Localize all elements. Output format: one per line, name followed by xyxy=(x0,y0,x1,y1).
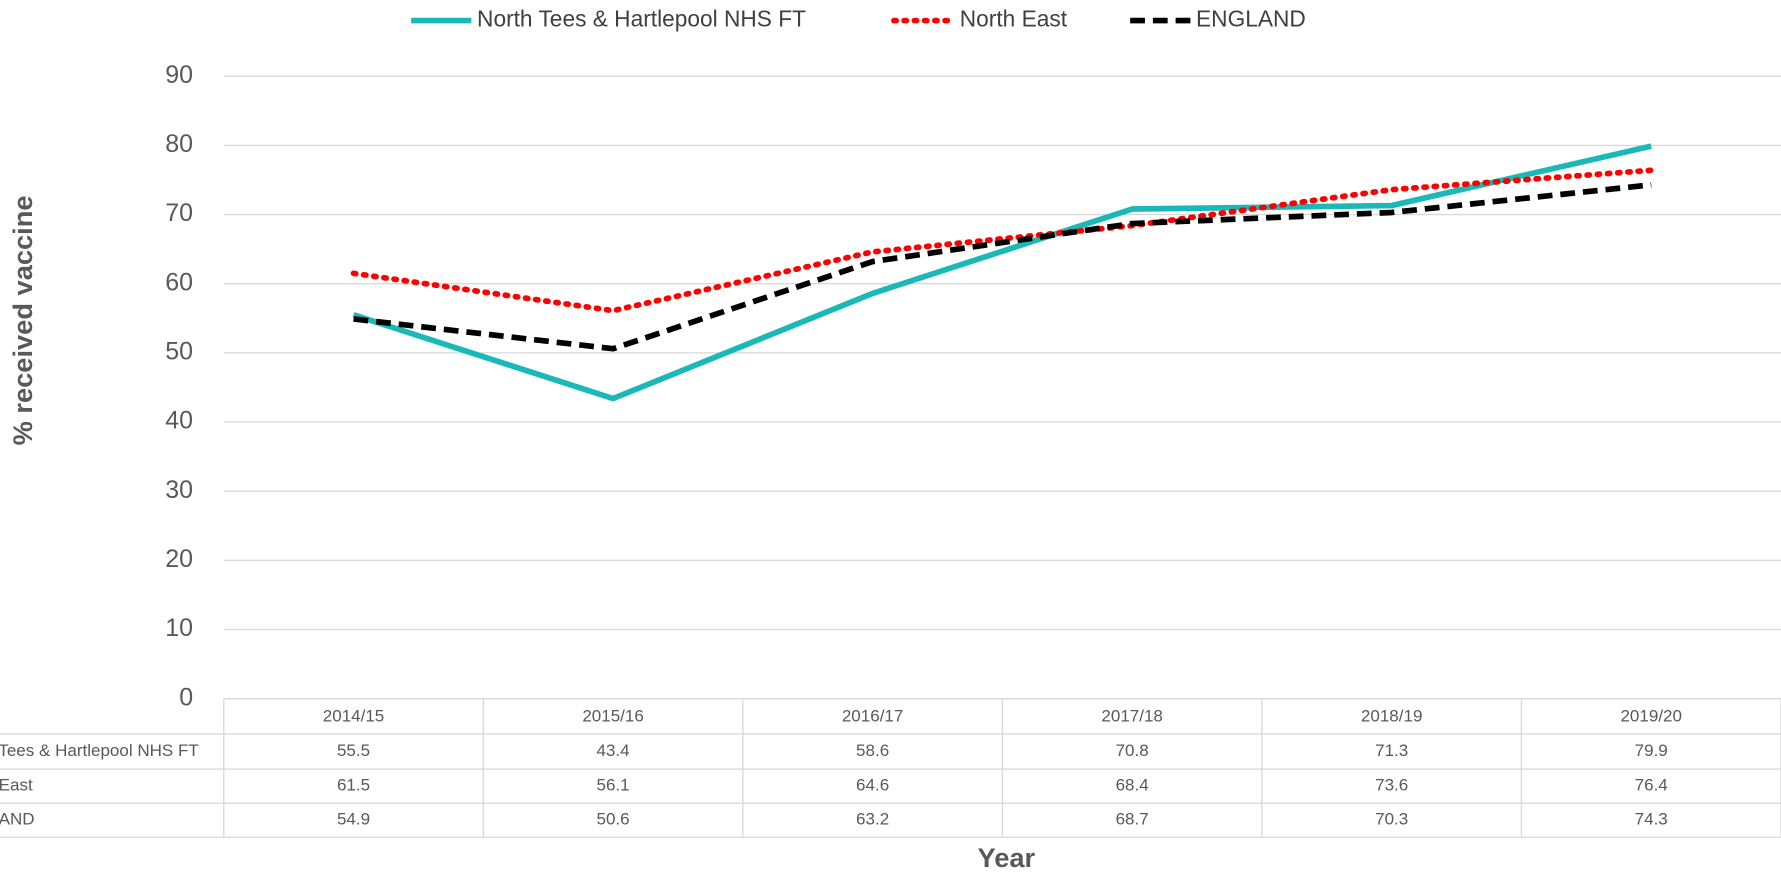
table-cell: 55.5 xyxy=(337,741,370,760)
y-tick-label: 30 xyxy=(165,476,193,504)
legend-label: North Tees & Hartlepool NHS FT xyxy=(477,6,806,32)
y-tick-label: 60 xyxy=(165,268,193,296)
x-tick-label: 2014/15 xyxy=(323,706,385,725)
table-row-label: North East xyxy=(0,776,33,795)
series-line xyxy=(350,167,1655,314)
table-cell: 73.6 xyxy=(1375,776,1408,795)
table-cell: 58.6 xyxy=(856,741,889,760)
table-cell: 43.4 xyxy=(597,741,630,760)
y-tick-label: 0 xyxy=(179,683,193,711)
x-axis-title: Year xyxy=(978,842,1036,873)
table-row-label: North Tees & Hartlepool NHS FT xyxy=(0,741,199,760)
y-tick-label: 20 xyxy=(165,545,193,573)
table-cell: 61.5 xyxy=(337,776,370,795)
x-tick-label: 2019/20 xyxy=(1620,706,1682,725)
table-cell: 70.8 xyxy=(1116,741,1149,760)
table-row-label: ENGLAND xyxy=(0,810,35,829)
table-cell: 56.1 xyxy=(597,776,630,795)
series-line xyxy=(353,181,1652,352)
legend-label: North East xyxy=(960,6,1068,32)
table-cell: 68.4 xyxy=(1116,776,1149,795)
table-cell: 79.9 xyxy=(1635,741,1668,760)
y-tick-label: 90 xyxy=(165,61,193,89)
row-labels: North Tees & Hartlepool NHS FT North East… xyxy=(0,741,199,829)
y-axis-title: % received vaccine xyxy=(7,195,38,445)
y-tick-label: 70 xyxy=(165,199,193,227)
x-tick-label: 2017/18 xyxy=(1101,706,1163,725)
x-tick-label: 2018/19 xyxy=(1361,706,1423,725)
x-tick-label: 2016/17 xyxy=(842,706,904,725)
table-cell: 68.7 xyxy=(1116,810,1149,829)
y-tick-label: 10 xyxy=(165,614,193,642)
series-line xyxy=(352,143,1652,402)
table-cell: 76.4 xyxy=(1635,776,1668,795)
y-tick-label: 50 xyxy=(165,337,193,365)
table-cell: 63.2 xyxy=(856,810,889,829)
table-cell: 74.3 xyxy=(1635,810,1668,829)
legend-label: ENGLAND xyxy=(1196,6,1306,32)
x-tick-label: 2015/16 xyxy=(582,706,644,725)
y-tick-label: 80 xyxy=(165,130,193,158)
y-tick-label: 40 xyxy=(165,407,193,435)
table-cell: 50.6 xyxy=(597,810,630,829)
table-cell: 54.9 xyxy=(337,810,370,829)
table-cell: 71.3 xyxy=(1375,741,1408,760)
table-cell: 64.6 xyxy=(856,776,889,795)
table-cell: 70.3 xyxy=(1375,810,1408,829)
